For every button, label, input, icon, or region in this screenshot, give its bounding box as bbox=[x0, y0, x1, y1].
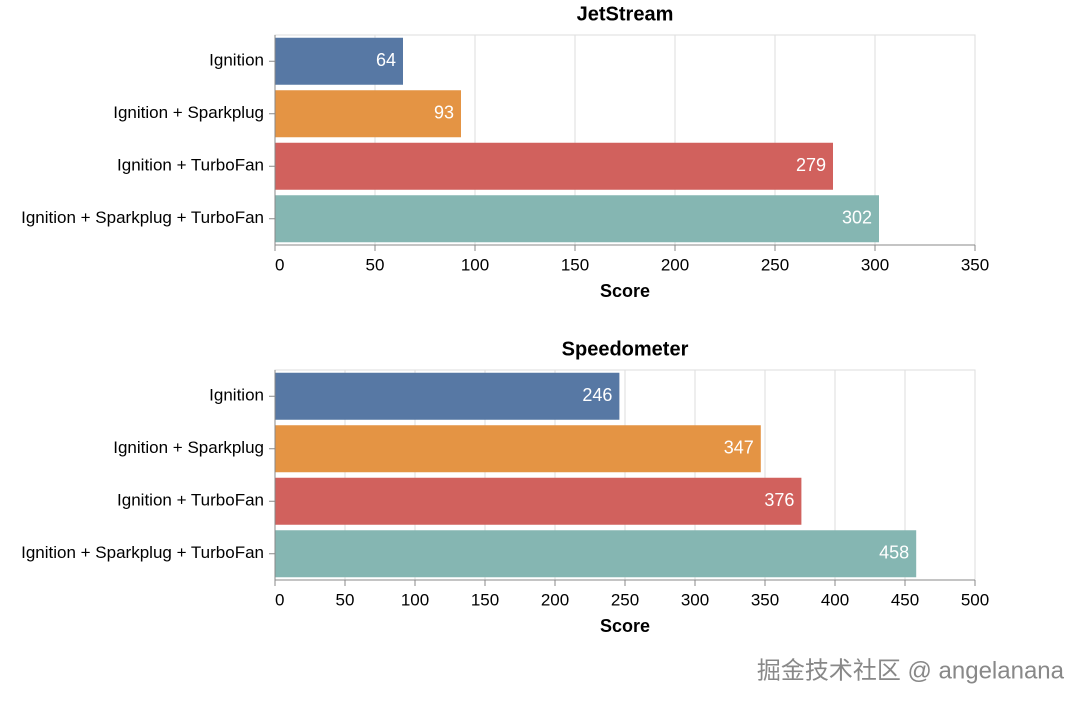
value-label: 64 bbox=[376, 50, 396, 70]
y-tick-label: Ignition + Sparkplug + TurboFan bbox=[21, 543, 264, 562]
x-tick-label: 200 bbox=[661, 255, 689, 274]
y-tick-label: Ignition + Sparkplug + TurboFan bbox=[21, 208, 264, 227]
bar bbox=[275, 195, 879, 243]
x-tick-label: 100 bbox=[401, 590, 429, 609]
x-tick-label: 0 bbox=[275, 255, 284, 274]
chart-title: Speedometer bbox=[562, 338, 689, 360]
value-label: 376 bbox=[764, 490, 794, 510]
y-tick-label: Ignition bbox=[209, 386, 264, 405]
bar bbox=[275, 530, 917, 578]
chart-title: JetStream bbox=[577, 3, 674, 25]
y-tick-label: Ignition + TurboFan bbox=[117, 156, 264, 175]
x-tick-label: 450 bbox=[891, 590, 919, 609]
x-tick-label: 300 bbox=[681, 590, 709, 609]
x-tick-label: 100 bbox=[461, 255, 489, 274]
x-axis-title: Score bbox=[600, 281, 650, 301]
value-label: 93 bbox=[434, 103, 454, 123]
x-tick-label: 300 bbox=[861, 255, 889, 274]
bar bbox=[275, 90, 461, 138]
value-label: 302 bbox=[842, 208, 872, 228]
value-label: 246 bbox=[582, 385, 612, 405]
value-label: 347 bbox=[724, 438, 754, 458]
bar bbox=[275, 37, 403, 85]
x-tick-label: 350 bbox=[961, 255, 989, 274]
x-tick-label: 350 bbox=[751, 590, 779, 609]
watermark: 掘金技术社区 @ angelanana bbox=[757, 657, 1065, 684]
y-tick-label: Ignition + Sparkplug bbox=[113, 103, 264, 122]
x-tick-label: 400 bbox=[821, 590, 849, 609]
y-tick-label: Ignition bbox=[209, 51, 264, 70]
x-tick-label: 150 bbox=[561, 255, 589, 274]
x-tick-label: 250 bbox=[611, 590, 639, 609]
x-tick-label: 0 bbox=[275, 590, 284, 609]
x-tick-label: 50 bbox=[336, 590, 355, 609]
x-tick-label: 200 bbox=[541, 590, 569, 609]
x-tick-label: 150 bbox=[471, 590, 499, 609]
bar bbox=[275, 372, 620, 420]
x-tick-label: 250 bbox=[761, 255, 789, 274]
bar bbox=[275, 425, 761, 473]
value-label: 458 bbox=[879, 543, 909, 563]
bar bbox=[275, 477, 802, 525]
x-tick-label: 50 bbox=[366, 255, 385, 274]
bar bbox=[275, 142, 833, 190]
y-tick-label: Ignition + Sparkplug bbox=[113, 438, 264, 457]
x-tick-label: 500 bbox=[961, 590, 989, 609]
value-label: 279 bbox=[796, 155, 826, 175]
x-axis-title: Score bbox=[600, 616, 650, 636]
y-tick-label: Ignition + TurboFan bbox=[117, 491, 264, 510]
